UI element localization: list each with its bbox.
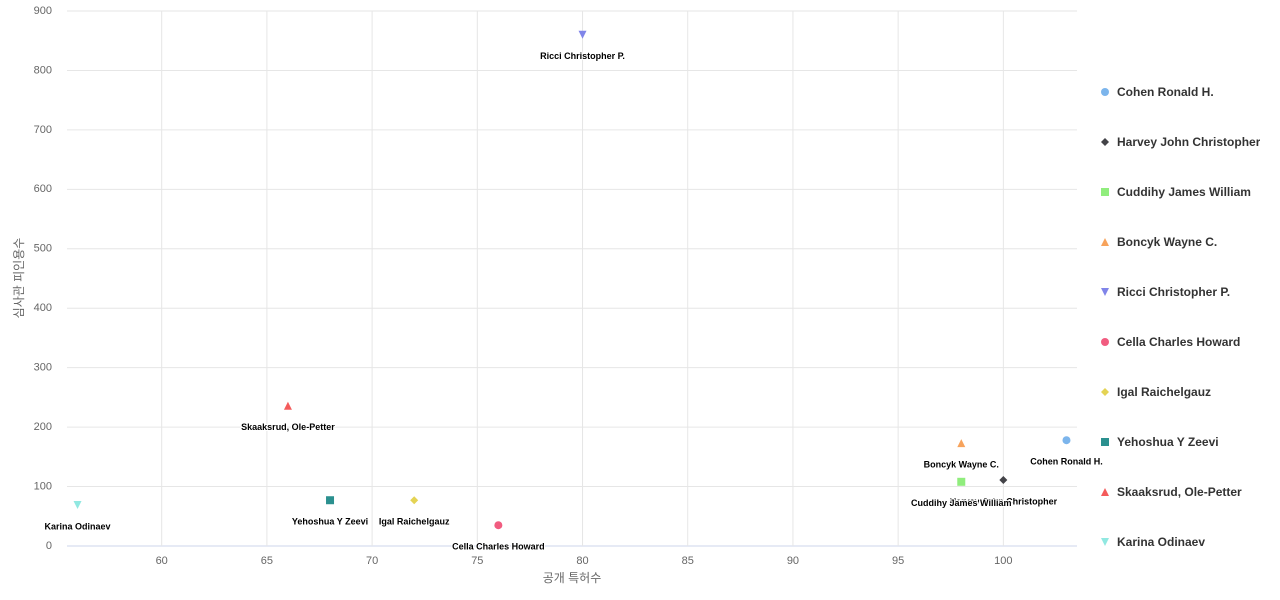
y-tick-label: 300 (34, 362, 52, 374)
data-point (410, 496, 419, 505)
legend-icon (1101, 238, 1109, 246)
legend-marker (1101, 138, 1109, 146)
y-tick-label: 800 (34, 64, 52, 76)
x-tick-label: 75 (471, 555, 483, 567)
legend-item[interactable]: Cella Charles Howard (1100, 334, 1270, 350)
legend-marker (1101, 388, 1109, 396)
x-axis-title: 공개 특허수 (543, 571, 602, 585)
data-label: Harvey John Christopher (950, 496, 1058, 506)
legend-label: Cuddihy James William (1117, 185, 1251, 199)
x-tick-label: 80 (576, 555, 588, 567)
legend-marker (1101, 438, 1109, 446)
legend-marker (1101, 538, 1109, 546)
legend-item[interactable]: Yehoshua Y Zeevi (1100, 434, 1270, 450)
legend-item[interactable]: Karina Odinaev (1100, 534, 1270, 550)
legend-icon (1101, 488, 1109, 496)
legend-icon (1101, 388, 1109, 396)
data-point (494, 521, 503, 530)
legend-icon (1101, 138, 1109, 146)
legend-label: Cohen Ronald H. (1117, 85, 1214, 99)
x-tick-label: 60 (156, 555, 168, 567)
y-tick-label: 900 (34, 5, 52, 17)
legend-icon (1101, 288, 1109, 296)
x-tick-label: 70 (366, 555, 378, 567)
data-point (957, 439, 966, 448)
data-label: Cuddihy James William (911, 498, 1011, 508)
x-tick-label: 95 (892, 555, 904, 567)
x-tick-label: 90 (787, 555, 799, 567)
y-tick-label: 0 (46, 540, 52, 552)
legend-marker (1101, 188, 1109, 196)
data-point (1062, 436, 1071, 445)
legend-label: Harvey John Christopher (1117, 135, 1261, 149)
legend-item[interactable]: Harvey John Christopher (1100, 134, 1270, 150)
data-point (283, 401, 292, 410)
data-label: Cohen Ronald H. (1030, 457, 1103, 467)
legend-icon (1101, 88, 1109, 96)
data-label: Ricci Christopher P. (540, 51, 625, 61)
data-point (73, 500, 82, 509)
legend-icon (1101, 538, 1109, 546)
legend-item[interactable]: Skaaksrud, Ole-Petter (1100, 484, 1270, 500)
legend-label: Igal Raichelgauz (1117, 385, 1212, 399)
data-label: Karina Odinaev (45, 521, 111, 531)
data-point (326, 496, 335, 505)
legend-icon (1101, 188, 1109, 196)
grid (67, 10, 1077, 547)
legend-label: Yehoshua Y Zeevi (1117, 435, 1219, 449)
legend-item[interactable]: Boncyk Wayne C. (1100, 234, 1270, 250)
legend-label: Ricci Christopher P. (1117, 285, 1231, 299)
y-axis-title: 심사관 피인용수 (12, 238, 26, 319)
data-point (999, 476, 1008, 485)
legend-marker (1101, 238, 1109, 246)
y-tick-label: 500 (34, 243, 52, 255)
y-tick-label: 700 (34, 124, 52, 136)
legend-marker (1101, 288, 1109, 296)
data-point (957, 477, 966, 486)
x-tick-label: 85 (682, 555, 694, 567)
legend-marker (1101, 488, 1109, 496)
legend-marker (1101, 88, 1109, 96)
y-tick-label: 600 (34, 183, 52, 195)
legend-label: Boncyk Wayne C. (1117, 235, 1218, 249)
legend-item[interactable]: Igal Raichelgauz (1100, 384, 1270, 400)
data-point (578, 30, 587, 39)
legend-label: Karina Odinaev (1117, 535, 1206, 549)
data-label: Boncyk Wayne C. (924, 460, 999, 470)
y-tick-label: 100 (34, 480, 52, 492)
legend-item[interactable]: Ricci Christopher P. (1100, 284, 1270, 300)
legend-icon (1101, 438, 1109, 446)
data-label: Yehoshua Y Zeevi (292, 517, 368, 527)
data-label: Skaaksrud, Ole-Petter (241, 422, 335, 432)
data-label: Igal Raichelgauz (379, 517, 450, 527)
y-tick-label: 400 (34, 302, 52, 314)
legend-item[interactable]: Cohen Ronald H. (1100, 84, 1270, 100)
legend-item[interactable]: Cuddihy James William (1100, 184, 1270, 200)
legend-label: Cella Charles Howard (1117, 335, 1241, 349)
data-label: Cella Charles Howard (452, 542, 545, 552)
x-tick-label: 100 (994, 555, 1012, 567)
legend-label: Skaaksrud, Ole-Petter (1117, 485, 1242, 499)
y-tick-label: 200 (34, 421, 52, 433)
legend-marker (1101, 338, 1109, 346)
x-tick-label: 65 (261, 555, 273, 567)
legend-icon (1101, 338, 1109, 346)
